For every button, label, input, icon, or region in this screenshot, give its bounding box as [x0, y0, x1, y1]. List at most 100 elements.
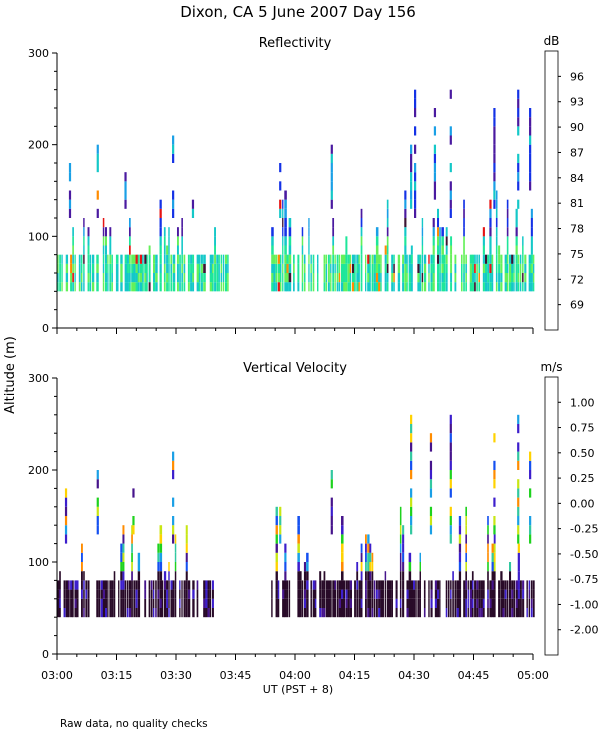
- data-cell: [437, 208, 440, 218]
- data-cell: [529, 534, 532, 544]
- data-cell: [148, 273, 151, 283]
- data-cell: [373, 273, 376, 283]
- data-cell: [131, 254, 134, 264]
- data-cell: [122, 552, 125, 562]
- data-cell: [284, 598, 287, 608]
- data-cell: [421, 245, 424, 255]
- data-cell: [152, 589, 155, 599]
- data-cell: [159, 525, 163, 535]
- data-cell: [57, 589, 60, 599]
- data-cell: [87, 598, 90, 608]
- data-cell: [325, 580, 329, 590]
- data-cell: [152, 282, 156, 292]
- data-cell: [491, 580, 495, 590]
- data-cell: [406, 589, 409, 599]
- data-cell: [439, 273, 441, 283]
- data-cell: [159, 273, 162, 283]
- data-cell: [293, 282, 295, 292]
- data-cell: [517, 552, 520, 562]
- data-cell: [515, 273, 518, 283]
- data-cell: [338, 580, 342, 590]
- data-cell: [421, 227, 424, 237]
- data-cell: [282, 589, 285, 599]
- data-cell: [64, 525, 68, 535]
- data-cell: [334, 273, 336, 283]
- data-cell: [133, 589, 136, 599]
- data-cell: [389, 580, 392, 590]
- data-cell: [137, 552, 141, 562]
- colorbar-tick-label: 96: [570, 70, 584, 83]
- data-cell: [373, 589, 376, 599]
- data-cell: [214, 282, 216, 292]
- data-cell: [288, 282, 292, 292]
- data-cell: [528, 580, 531, 590]
- data-cell: [144, 254, 147, 264]
- data-cell: [371, 254, 374, 264]
- data-cell: [430, 589, 433, 599]
- data-cell: [159, 254, 162, 264]
- data-cell: [187, 282, 190, 292]
- data-cell: [168, 608, 170, 618]
- data-cell: [102, 236, 105, 246]
- data-cell: [429, 506, 433, 516]
- data-cell: [284, 580, 287, 590]
- data-cell: [434, 580, 438, 590]
- data-cell: [530, 254, 533, 264]
- data-cell: [166, 282, 169, 292]
- data-cell: [102, 580, 106, 590]
- data-cell: [439, 254, 441, 264]
- data-cell: [74, 282, 76, 292]
- data-cell: [371, 282, 374, 292]
- data-cell: [341, 562, 344, 572]
- data-cell: [181, 218, 183, 228]
- data-cell: [306, 580, 309, 590]
- data-cell: [146, 282, 148, 292]
- data-cell: [511, 282, 514, 292]
- data-cell: [341, 282, 344, 292]
- data-cell: [517, 273, 520, 283]
- data-cell: [467, 598, 469, 608]
- data-cell: [159, 236, 162, 246]
- data-cell: [163, 580, 167, 590]
- data-cell: [159, 218, 162, 228]
- data-cell: [203, 263, 206, 273]
- data-cell: [312, 273, 315, 283]
- data-cell: [450, 580, 452, 590]
- colorbar-tick-label: 0.25: [570, 472, 595, 485]
- data-cell: [360, 562, 363, 572]
- data-cell: [312, 254, 315, 264]
- data-cell: [325, 589, 329, 599]
- data-cell: [347, 282, 350, 292]
- data-cell: [522, 598, 525, 608]
- data-cell: [515, 236, 518, 246]
- data-cell: [325, 282, 328, 292]
- data-cell: [59, 589, 61, 599]
- data-cell: [83, 263, 85, 273]
- data-cell: [282, 236, 284, 246]
- data-cell: [482, 589, 485, 599]
- data-cell: [89, 273, 92, 283]
- data-cell: [430, 580, 433, 590]
- data-cell: [227, 263, 229, 273]
- data-cell: [529, 488, 532, 498]
- colorbar-tick-label: 0.75: [570, 422, 595, 435]
- data-cell: [170, 282, 173, 292]
- data-cell: [421, 282, 424, 292]
- data-cell: [410, 608, 414, 618]
- data-cell: [423, 608, 426, 618]
- data-cell: [404, 263, 407, 273]
- data-cell: [469, 598, 473, 608]
- data-cell: [190, 273, 193, 283]
- data-cell: [419, 580, 421, 590]
- data-cell: [70, 263, 73, 273]
- data-cell: [509, 571, 512, 581]
- data-cell: [109, 236, 112, 246]
- data-cell: [183, 598, 186, 608]
- data-cell: [286, 580, 289, 590]
- data-cell: [373, 282, 376, 292]
- data-cell: [386, 589, 390, 599]
- data-cell: [284, 199, 287, 209]
- data-cell: [378, 263, 381, 273]
- data-cell: [515, 245, 518, 255]
- data-cell: [205, 580, 208, 590]
